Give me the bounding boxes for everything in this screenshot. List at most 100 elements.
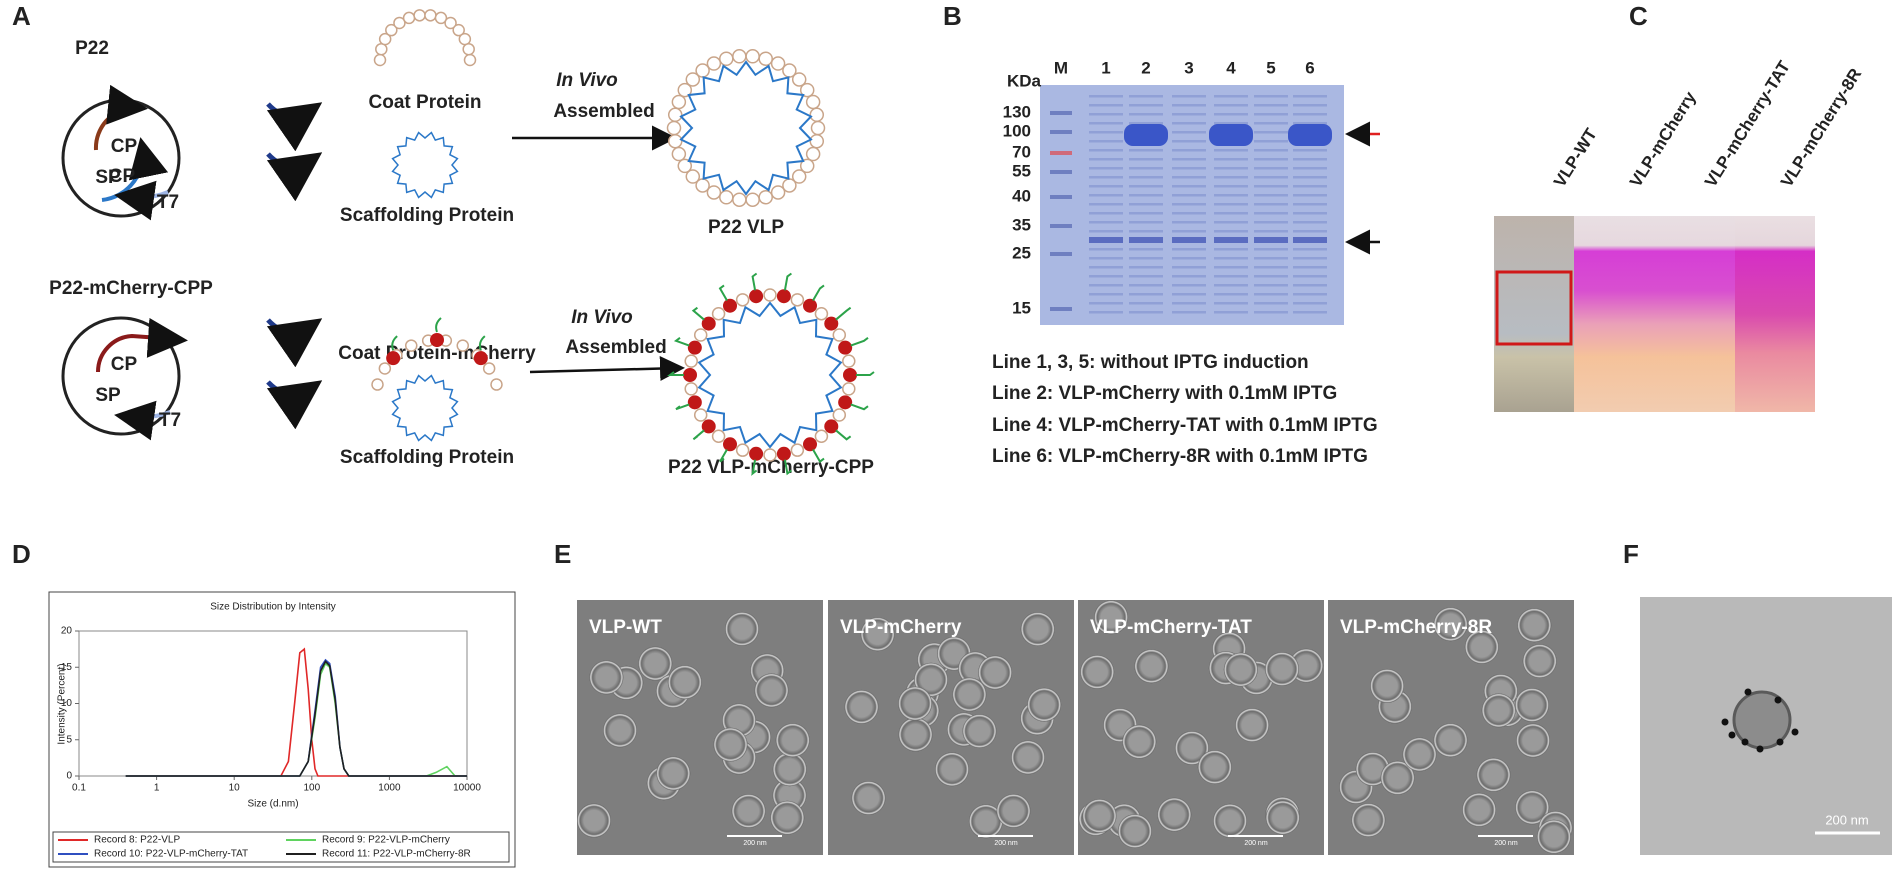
subunit — [832, 328, 847, 342]
band — [1129, 104, 1163, 107]
band — [1254, 113, 1288, 116]
lane-label: 6 — [1305, 58, 1314, 77]
subunit — [799, 158, 815, 174]
band — [1214, 176, 1248, 179]
particle — [638, 646, 673, 681]
band — [1089, 113, 1123, 116]
subunit — [375, 42, 388, 56]
curved-arrow — [266, 102, 323, 152]
band — [1172, 293, 1206, 296]
band — [1129, 212, 1163, 215]
mcherry — [838, 340, 853, 355]
y-tick-label: 10 — [61, 698, 73, 709]
mcherry — [824, 419, 839, 434]
subunit — [685, 169, 701, 184]
band — [1254, 302, 1288, 305]
subunit — [424, 9, 437, 22]
panel-label: D — [12, 539, 31, 569]
tube — [1655, 216, 1735, 412]
scale-label: 200 nm — [1494, 840, 1518, 847]
particle — [860, 617, 895, 652]
band — [1293, 104, 1327, 107]
band — [1172, 140, 1206, 143]
subunit — [434, 11, 448, 25]
band — [1214, 311, 1248, 314]
mcherry — [824, 316, 839, 331]
cpp — [675, 403, 690, 411]
band — [1254, 149, 1288, 152]
mcherry — [803, 437, 817, 452]
gold-particle — [1744, 688, 1752, 696]
mcherry — [776, 289, 791, 304]
particle — [962, 714, 997, 749]
band — [1129, 122, 1163, 125]
band — [1293, 266, 1327, 269]
cpp — [391, 335, 398, 351]
band — [1172, 185, 1206, 188]
gene-arrow — [114, 180, 169, 221]
band — [1089, 104, 1123, 107]
x-tick-label: 100 — [303, 783, 320, 794]
band — [1089, 194, 1123, 197]
particle — [1351, 803, 1386, 838]
band — [1172, 149, 1206, 152]
mcherry — [723, 298, 737, 313]
band — [1129, 248, 1163, 251]
panel-label: A — [12, 1, 31, 31]
subunit — [452, 23, 465, 37]
gene-label: SP — [95, 385, 121, 406]
particle — [978, 655, 1013, 690]
cpp — [835, 429, 852, 441]
scaffold — [391, 374, 459, 442]
band — [1129, 230, 1163, 233]
subunit — [677, 158, 693, 174]
tube — [1735, 216, 1815, 412]
mcherry — [430, 333, 444, 347]
cpp — [835, 306, 852, 321]
marker-label: 55 — [1012, 161, 1031, 180]
marker-label: 15 — [1012, 298, 1031, 317]
band — [1089, 140, 1123, 143]
band — [1089, 302, 1123, 305]
marker-band — [1050, 252, 1072, 256]
band — [1214, 284, 1248, 287]
band — [1254, 230, 1288, 233]
band — [1254, 248, 1288, 251]
curved-arrow — [266, 380, 323, 430]
band — [1089, 122, 1123, 125]
gene-arrow — [93, 84, 148, 151]
subunit — [791, 72, 807, 87]
image-label: VLP-mCherry-TAT — [1090, 617, 1252, 638]
scale-label: 200 nm — [743, 840, 767, 847]
chart: Size Distribution by Intensity Size (d.nm… — [52, 602, 510, 863]
coat-label: Coat Protein — [369, 92, 482, 113]
band — [1172, 284, 1206, 287]
tube-label: VLP-mCherry-8R — [1777, 65, 1865, 190]
panel-label: F — [1623, 539, 1639, 569]
band — [1089, 95, 1123, 98]
lane-label: 2 — [1141, 58, 1150, 77]
subunit — [732, 49, 747, 64]
subunit — [814, 306, 829, 321]
tube — [1494, 216, 1574, 412]
cpp — [719, 448, 728, 463]
band — [1293, 176, 1327, 179]
cpp — [692, 429, 705, 441]
y-tick-label: 0 — [66, 771, 72, 782]
panel-a: P22 CP SP CP T7 Coat Protein Scaffolding… — [49, 9, 875, 478]
particle — [1370, 668, 1405, 703]
band — [1254, 257, 1288, 260]
subunit — [444, 16, 457, 30]
particle — [1020, 612, 1055, 647]
band — [1288, 124, 1332, 146]
subunit — [805, 94, 821, 110]
band — [1129, 293, 1163, 296]
y-tick-label: 5 — [66, 734, 72, 745]
gene-arrow — [146, 317, 188, 358]
cpp — [435, 317, 442, 333]
subunit — [790, 443, 805, 457]
gold-particle — [1741, 738, 1749, 746]
band — [1172, 275, 1206, 278]
band — [1293, 95, 1327, 98]
particle — [1094, 600, 1129, 635]
